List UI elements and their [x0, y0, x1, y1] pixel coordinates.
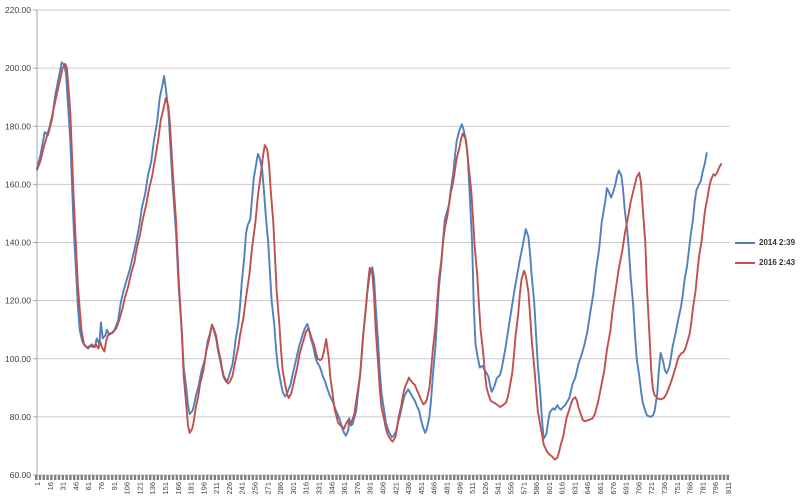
x-axis-label: 226 — [225, 482, 234, 495]
x-axis-label: 271 — [263, 482, 272, 495]
x-axis-label: 76 — [97, 482, 106, 490]
x-axis-label: 136 — [148, 482, 157, 495]
x-axis-label: 631 — [570, 482, 579, 495]
x-axis-label: 811 — [724, 482, 733, 494]
x-axis-label: 586 — [532, 482, 541, 495]
x-axis-label: 421 — [391, 482, 400, 495]
x-axis-label: 211 — [212, 482, 221, 494]
y-axis-label: 80.00 — [10, 412, 32, 422]
x-axis-label: 571 — [519, 482, 528, 495]
x-axis-label: 286 — [276, 482, 285, 495]
x-axis-label: 541 — [494, 482, 503, 495]
x-axis-label: 346 — [327, 482, 336, 495]
y-axis-label: 200.00 — [5, 63, 31, 73]
x-axis-label: 451 — [417, 482, 426, 495]
x-axis-label: 121 — [135, 482, 144, 495]
x-axis-label: 1 — [33, 482, 42, 486]
x-axis-label: 391 — [366, 482, 375, 495]
x-axis-label: 376 — [353, 482, 362, 495]
series-line-0 — [36, 61, 708, 440]
x-axis-label: 361 — [340, 482, 349, 495]
x-axis-label: 196 — [199, 482, 208, 495]
x-axis-label: 241 — [238, 482, 247, 495]
x-axis-label: 61 — [84, 482, 93, 490]
y-axis-label: 120.00 — [5, 296, 31, 306]
x-axis-label: 106 — [123, 482, 132, 495]
y-axis-label: 100.00 — [5, 354, 31, 364]
x-axis-label: 256 — [251, 482, 260, 495]
x-axis-label: 466 — [430, 482, 439, 495]
x-axis-label: 331 — [315, 482, 324, 495]
x-axis-label: 511 — [468, 482, 477, 494]
x-axis-label: 46 — [71, 482, 80, 490]
x-axis-label: 736 — [660, 482, 669, 495]
x-axis-label: 766 — [686, 482, 695, 495]
x-axis-label: 316 — [302, 482, 311, 495]
x-axis-label: 796 — [711, 482, 720, 495]
legend-line-swatch-blue — [735, 242, 755, 244]
x-axis-label: 601 — [545, 482, 554, 495]
legend: 2014 2:39 2016 2:43 — [735, 233, 795, 273]
y-axis-label: 140.00 — [5, 238, 31, 248]
x-axis-label: 676 — [609, 482, 618, 495]
x-axis-label: 181 — [187, 482, 196, 495]
x-axis-label: 616 — [558, 482, 567, 495]
series-line-1 — [36, 62, 723, 461]
x-axis-label: 406 — [379, 482, 388, 495]
x-axis-label: 496 — [455, 482, 464, 495]
legend-entry-2014: 2014 2:39 — [735, 233, 795, 253]
x-axis-label: 706 — [634, 482, 643, 495]
x-axis-label: 691 — [622, 482, 631, 495]
x-axis-label: 31 — [59, 482, 68, 490]
legend-label-2014: 2014 2:39 — [759, 238, 796, 247]
x-axis-label: 661 — [596, 482, 605, 495]
y-axis-label: 160.00 — [5, 179, 31, 189]
x-axis-label: 781 — [698, 482, 707, 495]
x-axis-label: 151 — [161, 482, 170, 495]
x-axis-label: 751 — [673, 482, 682, 495]
y-axis-label: 60.00 — [10, 470, 32, 480]
y-axis-label: 180.00 — [5, 121, 31, 131]
x-axis-label: 301 — [289, 482, 298, 495]
x-axis-label: 556 — [506, 482, 515, 495]
x-axis-label: 16 — [46, 482, 55, 490]
x-axis-label: 436 — [404, 482, 413, 495]
y-axis-label: 220.00 — [5, 5, 31, 15]
legend-line-swatch-red — [735, 262, 755, 264]
x-axis-label: 721 — [647, 482, 656, 495]
x-axis-label: 526 — [481, 482, 490, 495]
x-axis-label: 91 — [110, 482, 119, 490]
legend-entry-2016: 2016 2:43 — [735, 253, 795, 273]
x-axis-label: 166 — [174, 482, 183, 495]
x-axis-label: 481 — [442, 482, 451, 495]
x-axis-label: 646 — [583, 482, 592, 495]
legend-label-2016: 2016 2:43 — [759, 258, 796, 267]
